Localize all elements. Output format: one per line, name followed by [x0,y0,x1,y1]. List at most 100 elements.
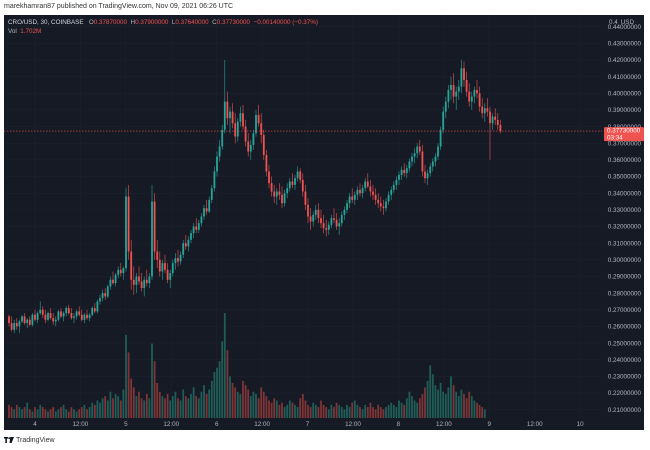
volume-bar [21,409,23,418]
price-tick-label: 0.39000000 [608,107,642,114]
candle-body [88,314,91,319]
volume-bar [382,409,385,418]
volume-bar [109,391,112,418]
volume-bar [44,409,47,418]
price-tick-label: 0.44000000 [608,24,642,31]
candle-body [452,84,455,97]
candle-body [210,188,213,200]
low-label: L [171,19,176,26]
candle-body [143,279,146,289]
candle-body [374,194,377,200]
candle-body [265,154,268,172]
price-axis[interactable]: USD 0.4 0.44000000 0.43000000 0.42000000 0.… [608,19,642,414]
volume-bar [197,398,200,418]
volume-bar [127,352,130,418]
candle-body [325,228,328,230]
volume-bar [452,385,455,418]
candle-body [317,209,320,219]
candle-body [54,319,57,322]
candle-body [299,171,302,180]
candle-body [294,178,296,185]
price-tick-label: 0.29000000 [608,274,642,281]
volume-bar [442,391,445,418]
time-tick-label: 6 [215,421,219,428]
candle-body [416,146,419,154]
candle-body [99,298,101,302]
candle-body [476,89,478,94]
time-tick-label: 12:00 [254,421,270,428]
volume-bar [208,389,211,418]
volume-bar [434,385,437,418]
price-tick-label: 0.24000000 [608,357,642,364]
legend-ohlc-row: CRO/USD, 30, COINBASE O0.37870000 H0.379… [8,18,318,27]
candle-body [96,301,99,312]
volume-bar [13,409,16,418]
candle-body [83,314,86,320]
high-value: 0.37900000 [135,19,169,26]
candle-body [403,169,406,174]
volume-bar [348,407,351,418]
published-by-line: marekhamran87 published on TradingView.c… [4,3,234,10]
candle-body [236,121,239,137]
time-tick-label: 12:00 [73,421,89,428]
candle-body [447,89,450,102]
price-tick-label: 0.21000000 [608,407,642,414]
volume-bar [356,404,359,418]
volume-bar [184,396,187,418]
volume-bar [424,387,426,418]
volume-bar [65,409,68,418]
candle-body [169,273,172,280]
volume-bar [257,398,260,418]
time-axis[interactable]: 4 12:00 5 12:00 6 12:00 7 12:00 8 12:00 9 12:00 10 [33,421,584,428]
candle-body [234,123,237,137]
candlestick-chart[interactable]: USD 0.4 0.44000000 0.43000000 0.42000000 0.… [4,15,644,430]
candle-body [15,323,18,327]
volume-bar [23,407,26,418]
candle-body [455,91,458,97]
time-tick-label: 12:00 [436,421,452,428]
candle-body [184,243,187,247]
legend-volume-row: Vol 1.702M [8,27,318,36]
candle-body [91,308,94,315]
volume-bar [343,409,346,418]
volume-bar [104,396,107,418]
candle-body [41,309,44,315]
candle-body [255,114,257,134]
volume-bar [179,400,182,418]
volume-bar [200,391,203,418]
candle-body [301,179,304,192]
volume-bar [291,402,294,418]
price-tick-label: 0.25000000 [608,340,642,347]
volume-bar [8,404,10,418]
volume-bar [83,404,86,418]
candle-body [216,156,218,172]
volume-bar [262,391,265,418]
chart-panel[interactable]: USD 0.4 0.44000000 0.43000000 0.42000000 0.… [4,15,644,430]
volume-bar [57,409,60,418]
volume-bar [418,398,421,418]
volume-bar [249,396,252,418]
volume-bar [301,393,304,418]
volume-bar [73,409,75,418]
volume-bar [268,400,270,418]
candle-body [252,133,255,145]
volume-bar [140,398,143,418]
candle-body [356,189,359,195]
candle-body [179,254,182,262]
volume-bar [431,374,434,418]
volume-bar [476,402,478,418]
candle-body [262,134,265,155]
volume-bar [379,407,382,418]
candle-body [387,194,390,202]
volume-bar [444,393,447,418]
candle-body [450,84,452,90]
volume-value: 1.702M [20,28,42,35]
volume-bar [299,398,302,418]
volume-bar [387,404,390,418]
candle-body [434,156,437,162]
last-price-tag-box [604,127,644,142]
candle-body [231,111,234,124]
candle-body [392,184,395,190]
candle-body [60,311,62,317]
volume-bar [385,407,387,418]
